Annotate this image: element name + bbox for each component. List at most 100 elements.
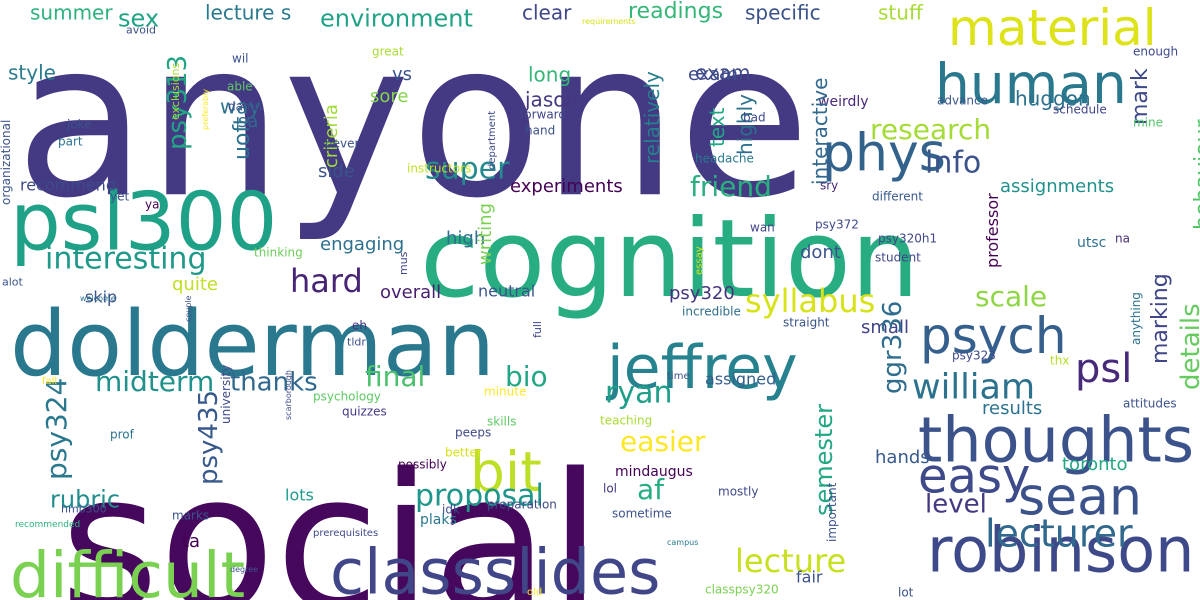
word-tldr: tldr — [347, 335, 366, 349]
word-ggr336: ggr336 — [878, 300, 908, 394]
word-assigned: assigned — [705, 369, 777, 389]
word-university: university — [219, 364, 233, 424]
word-environment: environment — [320, 4, 473, 33]
word-never: never — [325, 136, 360, 151]
word-psl: psl — [1075, 345, 1133, 392]
word-scale: scale — [975, 280, 1048, 314]
word-important: important — [825, 482, 839, 542]
word-interactive: interactive — [808, 77, 832, 185]
word-prof: prof — [110, 427, 134, 442]
word-preparation: preparation — [487, 497, 557, 512]
word-friend: friend — [690, 170, 772, 204]
word-easier: easier — [620, 425, 706, 459]
word-welcome: welcome — [80, 293, 116, 303]
word-william: william — [912, 367, 1036, 408]
word-exam: exam — [688, 63, 738, 85]
word-jeffrey: jeffrey — [607, 333, 798, 404]
word-results: results — [982, 397, 1043, 419]
word-skills: skills — [487, 414, 517, 429]
word-lol: lol — [603, 481, 618, 496]
word-psychology: psychology — [313, 389, 381, 404]
word-idk: idk — [442, 502, 460, 517]
word-different: different — [872, 189, 923, 204]
word-thx: thx — [1050, 353, 1070, 368]
word-overall: overall — [380, 281, 442, 303]
word-recommend: recommend — [20, 175, 116, 195]
word-exam: exam — [695, 60, 751, 85]
word-details: details — [1176, 303, 1200, 390]
word-behaviour: behaviour — [1191, 119, 1200, 230]
word-midterm: midterm — [95, 365, 215, 399]
word-vs: vs — [392, 63, 413, 85]
word-possibly: possibly — [398, 457, 447, 472]
word-text: text — [705, 107, 729, 147]
word-psy320h1: psy320h1 — [878, 231, 938, 246]
word-toronto: toronto — [1062, 453, 1128, 475]
word-uoft: uoft — [230, 116, 255, 160]
word-requirements: requirements — [582, 16, 636, 26]
word-psych: psych — [920, 307, 1067, 365]
word-writing: writing — [475, 202, 496, 265]
word-fall: fall — [42, 376, 58, 388]
word-research: research — [870, 113, 992, 147]
word-classpsy320: classpsy320 — [705, 582, 779, 597]
word-hands: hands — [875, 446, 930, 468]
word-anything: anything — [1129, 292, 1143, 345]
word-teaching: teaching — [600, 413, 653, 428]
word-fair: fair — [796, 567, 823, 587]
word-enough: enough — [1133, 44, 1179, 59]
word-old: old — [527, 587, 543, 599]
word-schedule: schedule — [1053, 102, 1107, 117]
word-marks: marks — [172, 508, 210, 523]
word-anyone: anyone — [15, 0, 811, 246]
word-plaks: plaks — [420, 512, 457, 529]
word-rubric: rubric — [50, 485, 121, 514]
word-able: able — [227, 79, 253, 94]
word-interesting: interesting — [45, 241, 207, 277]
word-syllabus: syllabus — [745, 282, 876, 321]
word-scarborough: scarborough — [284, 370, 293, 420]
word-classslides: classslides — [330, 535, 661, 600]
word-degree: degree — [230, 564, 259, 574]
word-stuff: stuff — [878, 0, 923, 25]
word-great: great — [372, 44, 404, 59]
word-material: material — [948, 0, 1157, 57]
word-better: better — [445, 445, 482, 460]
word-social: social — [60, 432, 602, 600]
word-dolderman: dolderman — [10, 291, 495, 397]
word-jason: jason — [525, 87, 579, 112]
word-readings: readings — [628, 0, 724, 24]
word-phys: phys — [822, 123, 946, 184]
word-psy324: psy324 — [40, 377, 73, 480]
word-psy320: psy320 — [669, 282, 735, 304]
word-sex: sex — [118, 4, 160, 33]
word-small: small — [861, 316, 909, 338]
word-sore: sore — [370, 85, 409, 107]
word-part: part — [58, 134, 83, 149]
word-bad: bad — [743, 110, 766, 125]
word-psl300: psl300 — [10, 175, 278, 269]
word-sean: sean — [1018, 467, 1142, 528]
word-ta: ta — [182, 530, 201, 552]
word-mindaugus: mindaugus — [615, 464, 693, 481]
word-student: student — [875, 250, 921, 265]
word-mostly: mostly — [718, 484, 759, 499]
word-prerequisites: prerequisites — [313, 528, 379, 540]
word-ya: ya — [145, 197, 160, 212]
word-essay: essay — [694, 246, 705, 275]
word-bit: bit — [470, 440, 542, 505]
word-marking: marking — [1148, 273, 1173, 364]
word-peeps: peeps — [455, 425, 492, 440]
word-engaging: engaging — [320, 233, 405, 255]
word-assignments: assignments — [1000, 175, 1115, 197]
word-clear: clear — [522, 0, 572, 25]
word-time: time — [667, 371, 690, 383]
word-wan: wan — [750, 220, 775, 235]
word-campus: campus — [667, 537, 699, 547]
word-hard: hard — [290, 262, 363, 301]
word-huggon: huggon — [1015, 86, 1091, 111]
word-preferably: preferably — [201, 88, 210, 130]
word-lot: lot — [898, 585, 914, 600]
word-neutral: neutral — [478, 281, 536, 301]
